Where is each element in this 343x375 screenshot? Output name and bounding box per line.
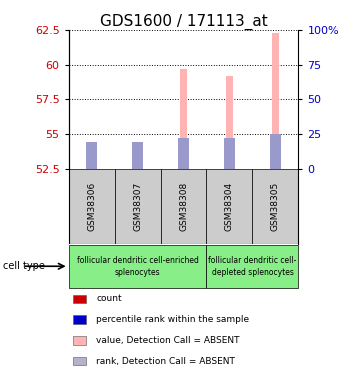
- Bar: [224, 138, 235, 169]
- Title: GDS1600 / 171113_at: GDS1600 / 171113_at: [99, 14, 268, 30]
- Text: GSM38307: GSM38307: [133, 182, 142, 231]
- Bar: [180, 69, 187, 169]
- Bar: [73, 336, 86, 345]
- Text: follicular dendritic cell-enriched
splenocytes: follicular dendritic cell-enriched splen…: [76, 256, 199, 277]
- Text: GSM38308: GSM38308: [179, 182, 188, 231]
- Bar: [161, 169, 206, 244]
- Bar: [252, 169, 298, 244]
- Bar: [88, 147, 95, 169]
- Text: value, Detection Call = ABSENT: value, Detection Call = ABSENT: [96, 336, 240, 345]
- Bar: [86, 142, 97, 169]
- Bar: [272, 33, 279, 169]
- Bar: [206, 244, 298, 288]
- Bar: [132, 142, 143, 169]
- Text: GSM38306: GSM38306: [87, 182, 96, 231]
- Bar: [73, 294, 86, 303]
- Text: GSM38304: GSM38304: [225, 182, 234, 231]
- Bar: [69, 244, 206, 288]
- Bar: [115, 169, 161, 244]
- Bar: [178, 138, 189, 169]
- Bar: [226, 76, 233, 169]
- Text: percentile rank within the sample: percentile rank within the sample: [96, 315, 249, 324]
- Text: follicular dendritic cell-
depleted splenocytes: follicular dendritic cell- depleted sple…: [208, 256, 297, 277]
- Bar: [73, 315, 86, 324]
- Bar: [69, 169, 115, 244]
- Bar: [134, 147, 141, 169]
- Bar: [73, 357, 86, 366]
- Bar: [270, 134, 281, 169]
- Text: cell type: cell type: [3, 261, 45, 271]
- Text: rank, Detection Call = ABSENT: rank, Detection Call = ABSENT: [96, 357, 235, 366]
- Text: GSM38305: GSM38305: [271, 182, 280, 231]
- Text: count: count: [96, 294, 122, 303]
- Bar: [206, 169, 252, 244]
